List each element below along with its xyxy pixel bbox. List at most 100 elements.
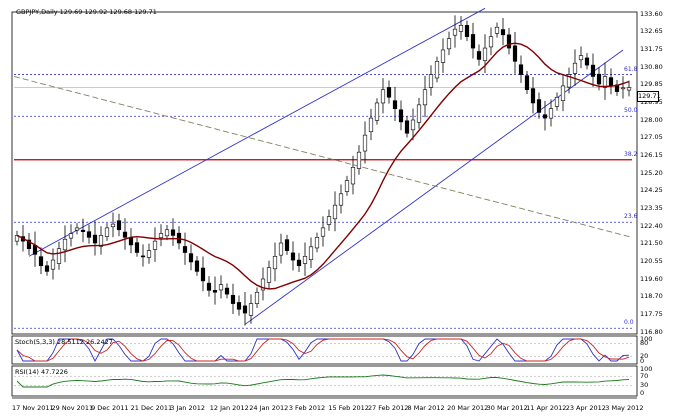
candle-body <box>320 227 326 237</box>
candle-body <box>212 290 218 293</box>
price-tick-label: 133.60 <box>640 9 663 18</box>
date-tick-label: 29 Nov 2011 <box>51 404 94 412</box>
candle-body <box>362 134 368 152</box>
candle-body <box>566 74 572 88</box>
date-tick-label: 24 Jan 2012 <box>249 404 289 412</box>
candle-body <box>140 255 146 258</box>
fib-level-label: 61.8 <box>624 65 638 73</box>
candle-body <box>332 204 338 220</box>
candle-body <box>512 45 518 62</box>
candle-body <box>488 36 494 48</box>
date-tick-label: 3 May 2012 <box>605 404 644 412</box>
price-tick-label: 127.05 <box>640 133 663 142</box>
candle-body <box>32 245 38 255</box>
candle-body <box>404 120 410 134</box>
price-tick-label: 123.35 <box>640 203 663 212</box>
moving-average <box>16 42 630 290</box>
candle-body <box>164 229 170 237</box>
candle-body <box>128 237 134 246</box>
candle-body <box>416 104 422 123</box>
date-tick-label: 15 Feb 2012 <box>328 404 369 412</box>
price-tick-label: 124.25 <box>640 186 663 195</box>
candle-body <box>476 51 482 60</box>
stoch-signal-line <box>16 338 630 362</box>
stoch-label: Stoch(5,3,3) 28.5112 26.2427 <box>15 338 113 346</box>
candle-body <box>56 248 62 264</box>
candle-body <box>344 180 350 192</box>
candle-body <box>134 242 140 253</box>
rsi-label: RSI(14) 47.7226 <box>15 368 68 376</box>
candle-body <box>38 256 44 267</box>
channel-lower-line <box>244 49 624 325</box>
date-tick-label: 3 Jan 2012 <box>170 404 206 412</box>
candle-body <box>290 252 296 261</box>
candle-body <box>122 231 128 238</box>
rsi-tick-label: 0 <box>640 388 645 397</box>
channel-upper-line <box>28 7 486 257</box>
candle-body <box>434 61 440 79</box>
candle-body <box>314 237 320 249</box>
candle-body <box>368 117 374 133</box>
main-panel-frame <box>11 11 638 335</box>
candle-body <box>596 73 602 85</box>
candle-body <box>146 250 152 258</box>
candle-body <box>350 167 356 185</box>
candle-body <box>356 151 362 169</box>
ohlc-values: 129.69 129.92 129.68 129.71 <box>59 8 157 16</box>
date-tick-label: 3 Feb 2012 <box>288 404 326 412</box>
candle-body <box>188 253 194 263</box>
candle-body <box>338 193 344 206</box>
rsi-tick-label: 70 <box>640 371 649 380</box>
candle-body <box>530 88 536 104</box>
candle-body <box>224 287 230 295</box>
fib-level-label: 23.6 <box>624 213 638 221</box>
candle-body <box>386 87 392 98</box>
date-tick-label: 9 Dec 2011 <box>91 404 129 412</box>
rsi-line <box>14 374 632 388</box>
price-tick-label: 126.15 <box>640 150 663 159</box>
candle-body <box>578 55 584 61</box>
candle-body <box>380 89 386 104</box>
candle-body <box>458 25 464 32</box>
candle-body <box>98 235 104 247</box>
price-tick-label: 128.00 <box>640 115 663 124</box>
rsi-tick-label: 30 <box>640 381 649 390</box>
date-tick-label: 12 Jan 2012 <box>209 404 249 412</box>
fib-level-label: 0.0 <box>624 319 634 327</box>
candle-body <box>584 57 590 66</box>
candle-body <box>62 238 68 251</box>
price-tick-label: 121.50 <box>640 238 663 247</box>
stoch-tick-label: 0 <box>640 356 645 365</box>
price-tick-label: 131.75 <box>640 44 663 53</box>
candles <box>14 15 632 326</box>
candle-body <box>170 229 176 236</box>
candle-body <box>116 220 122 231</box>
candle-body <box>248 303 254 316</box>
candle-body <box>152 240 158 250</box>
candle-body <box>278 242 284 256</box>
candle-body <box>572 62 578 74</box>
candle-body <box>446 38 452 50</box>
candle-body <box>518 64 524 75</box>
chart-title: GBPJPY,Daily 129.69 129.92 129.68 129.71 <box>16 8 157 17</box>
rsi-line <box>16 374 630 388</box>
candle-body <box>26 239 32 250</box>
date-tick-label: 20 Mar 2012 <box>447 404 489 412</box>
candle-body <box>50 259 56 270</box>
candle-body <box>302 255 308 264</box>
candle-body <box>326 216 332 225</box>
candle-body <box>506 34 512 49</box>
price-tick-label: 119.60 <box>640 274 663 283</box>
candle-body <box>464 25 470 38</box>
candle-body <box>542 114 548 119</box>
candle-body <box>92 234 98 244</box>
candle-body <box>242 305 248 314</box>
price-tick-label: 130.80 <box>640 62 663 71</box>
candle-body <box>422 89 428 106</box>
candle-body <box>14 235 20 242</box>
candle-body <box>182 246 188 253</box>
candle-body <box>266 267 272 283</box>
candle-body <box>620 87 626 90</box>
price-tick-label: 118.70 <box>640 291 663 300</box>
